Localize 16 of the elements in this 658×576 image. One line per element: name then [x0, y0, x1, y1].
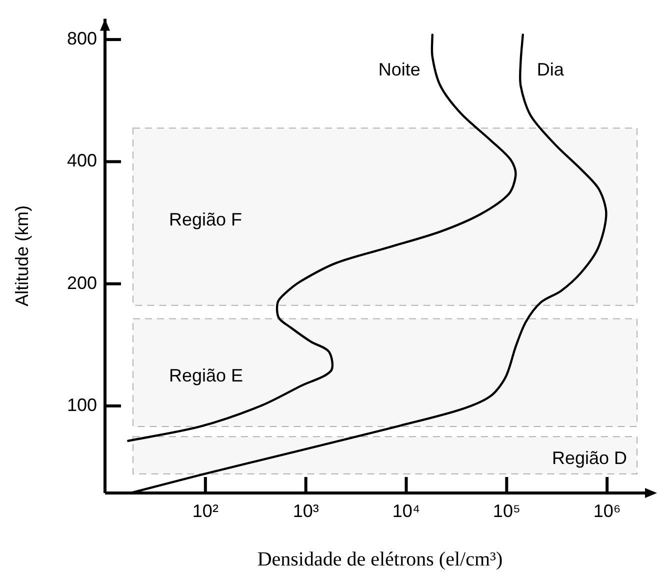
y-tick-label: 200	[66, 272, 97, 293]
band-label: Região E	[169, 366, 244, 386]
x-tick-label: 10⁵	[492, 500, 520, 521]
series-label: Dia	[536, 60, 565, 80]
y-tick-label: 400	[66, 150, 97, 171]
y-axis-title: Altitude (km)	[12, 205, 32, 306]
x-tick-label: 10³	[292, 500, 319, 521]
y-tick-label: 800	[66, 28, 97, 49]
x-axis-title: Densidade de elétrons (el/cm³)	[257, 548, 503, 570]
y-tick-label: 100	[66, 394, 97, 415]
x-tick-label: 10²	[192, 500, 218, 521]
band-label: Região F	[169, 210, 242, 230]
x-tick-label: 10⁶	[593, 500, 621, 521]
x-tick-label: 10⁴	[392, 500, 420, 521]
band-label: Região D	[552, 448, 627, 468]
series-label: Noite	[378, 60, 420, 80]
